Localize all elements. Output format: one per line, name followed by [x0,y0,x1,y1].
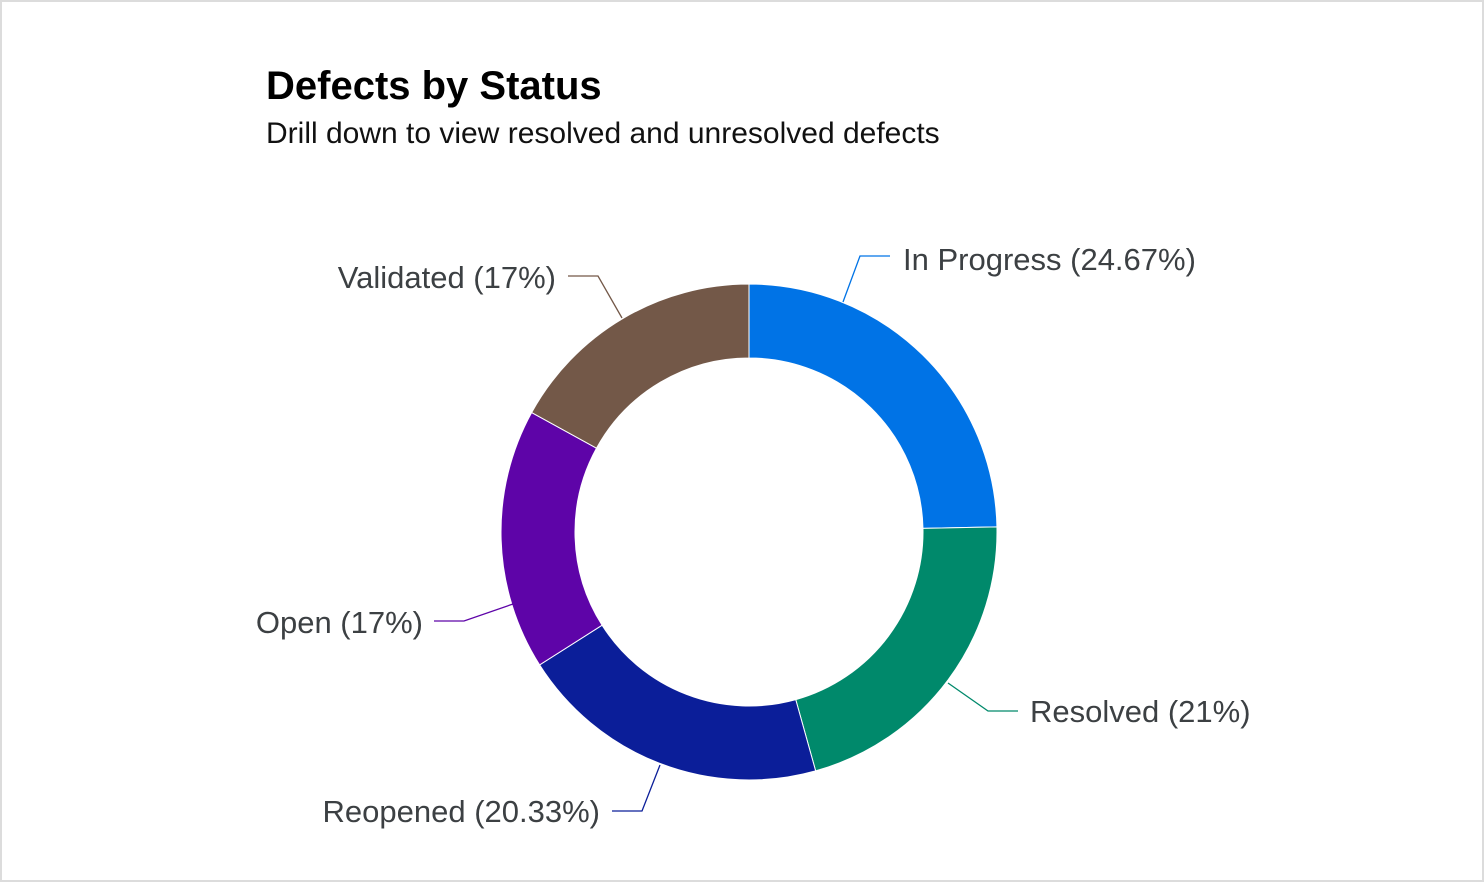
donut-slice-reopened[interactable] [538,624,817,781]
data-label: Open (17%) [256,605,423,640]
leader-line [434,603,514,622]
chart-title: Defects by Status [266,64,602,108]
leader-line [568,275,623,319]
leader-line [612,764,661,812]
data-label: Validated (17%) [338,260,556,295]
donut-slice-validated[interactable] [530,283,750,449]
chart-subtitle: Drill down to view resolved and unresolv… [266,117,940,150]
donut-slice-open[interactable] [500,411,603,666]
donut-slice-in-progress[interactable] [748,283,998,529]
donut-slice-resolved[interactable] [795,526,998,772]
leader-line [842,255,890,303]
data-label: In Progress (24.67%) [903,242,1196,277]
leader-line [947,682,1018,712]
data-label: Resolved (21%) [1030,694,1251,729]
data-label: Reopened (20.33%) [323,794,600,829]
